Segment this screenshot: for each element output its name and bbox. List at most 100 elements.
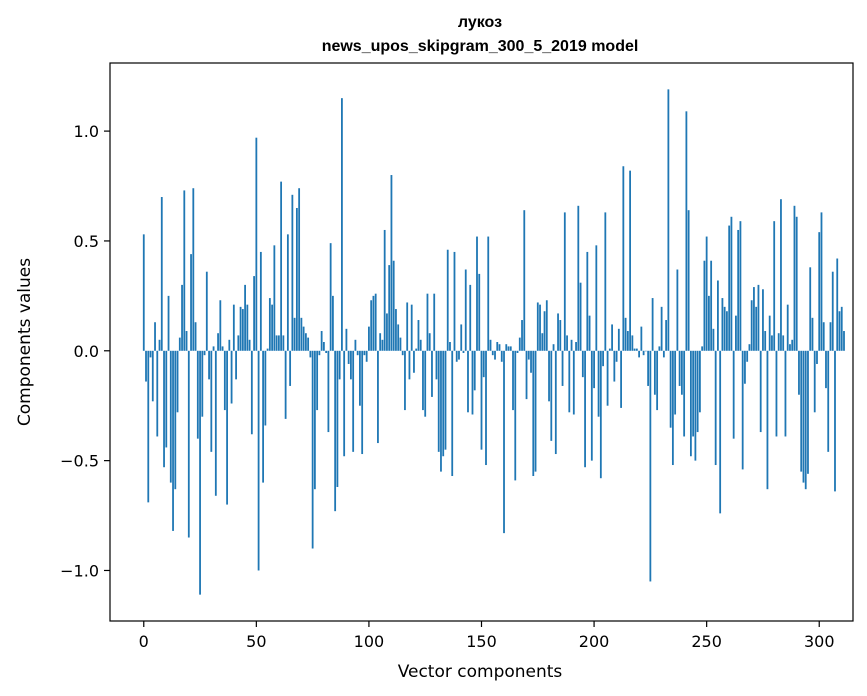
bar-230 xyxy=(660,306,663,351)
bar-40 xyxy=(232,304,235,351)
bar-171 xyxy=(527,350,530,360)
bar-61 xyxy=(280,181,283,351)
bar-140 xyxy=(458,350,460,360)
bar-150 xyxy=(480,350,483,450)
bar-55 xyxy=(266,348,269,351)
bar-218 xyxy=(633,348,636,351)
bar-292 xyxy=(800,350,803,472)
bar-112 xyxy=(395,309,397,351)
bar-87 xyxy=(338,350,341,380)
bar-31 xyxy=(212,346,215,351)
y-axis-label: Components values xyxy=(15,258,35,426)
bar-207 xyxy=(608,348,611,351)
y-tick-label: 1.0 xyxy=(74,122,99,141)
bar-235 xyxy=(671,350,674,466)
bar-20 xyxy=(187,350,190,538)
bar-97 xyxy=(361,350,364,455)
bar-95 xyxy=(356,350,359,356)
bar-203 xyxy=(599,350,602,479)
bar-297 xyxy=(811,317,814,351)
bar-231 xyxy=(662,350,665,358)
bar-211 xyxy=(617,328,620,351)
bar-136 xyxy=(449,342,451,351)
bar-68 xyxy=(295,207,298,351)
bar-166 xyxy=(516,350,519,353)
bar-91 xyxy=(347,350,350,364)
bar-255 xyxy=(717,280,719,351)
bar-300 xyxy=(818,232,821,351)
bar-260 xyxy=(728,225,731,351)
plot-frame xyxy=(109,62,854,622)
bar-264 xyxy=(737,229,740,351)
bar-16 xyxy=(178,337,181,351)
bar-7 xyxy=(158,339,161,351)
bar-216 xyxy=(629,170,631,351)
bar-106 xyxy=(381,339,384,351)
bar-114 xyxy=(399,337,402,351)
bar-237 xyxy=(676,269,679,351)
bar-208 xyxy=(611,324,613,351)
bar-45 xyxy=(244,284,246,351)
bar-59 xyxy=(275,335,278,351)
bar-44 xyxy=(241,309,244,351)
bar-190 xyxy=(570,339,573,351)
bar-127 xyxy=(428,333,431,351)
bar-261 xyxy=(730,216,733,351)
bar-102 xyxy=(372,295,375,351)
bar-253 xyxy=(712,328,715,351)
bar-4 xyxy=(151,350,154,402)
bar-181 xyxy=(550,350,553,441)
bar-73 xyxy=(307,337,310,351)
bar-152 xyxy=(485,350,487,466)
bar-268 xyxy=(746,350,749,362)
bar-148 xyxy=(476,236,478,351)
bar-287 xyxy=(789,344,791,351)
bar-290 xyxy=(795,216,798,351)
bar-185 xyxy=(559,320,562,351)
bar-256 xyxy=(719,350,722,514)
bar-265 xyxy=(739,221,742,351)
bar-245 xyxy=(694,350,697,461)
bar-125 xyxy=(424,350,427,417)
bar-271 xyxy=(753,287,755,351)
bar-184 xyxy=(557,313,559,351)
bar-193 xyxy=(577,205,580,351)
bar-232 xyxy=(665,320,668,351)
bar-131 xyxy=(437,350,440,452)
bar-288 xyxy=(791,339,794,351)
bar-293 xyxy=(802,350,805,483)
bar-29 xyxy=(208,350,210,380)
y-axis: 1.0 0.5 0.0 −0.5 −1.0 xyxy=(60,122,110,580)
bar-71 xyxy=(302,326,305,351)
bar-202 xyxy=(597,350,600,417)
bar-109 xyxy=(388,265,391,351)
bar-278 xyxy=(768,315,771,351)
bar-249 xyxy=(703,260,706,351)
bar-101 xyxy=(370,300,373,351)
bar-9 xyxy=(163,350,165,468)
bar-225 xyxy=(649,350,652,582)
bar-198 xyxy=(588,315,591,351)
bar-192 xyxy=(575,342,577,351)
bar-134 xyxy=(444,350,447,450)
bar-120 xyxy=(413,350,415,373)
x-tick-label: 300 xyxy=(804,632,835,651)
bar-86 xyxy=(336,350,339,487)
bar-151 xyxy=(482,350,485,378)
bar-145 xyxy=(469,284,472,351)
bar-272 xyxy=(755,306,758,351)
bar-180 xyxy=(548,350,550,402)
bar-77 xyxy=(316,350,319,411)
bar-176 xyxy=(539,304,541,351)
bar-161 xyxy=(505,344,508,351)
bar-58 xyxy=(273,245,276,351)
bar-119 xyxy=(410,304,413,351)
bar-80 xyxy=(322,342,325,351)
bar-239 xyxy=(680,350,683,395)
bar-115 xyxy=(401,350,404,356)
bar-175 xyxy=(536,302,539,351)
bar-126 xyxy=(426,293,429,351)
bar-32 xyxy=(214,350,217,496)
bar-113 xyxy=(397,324,400,351)
